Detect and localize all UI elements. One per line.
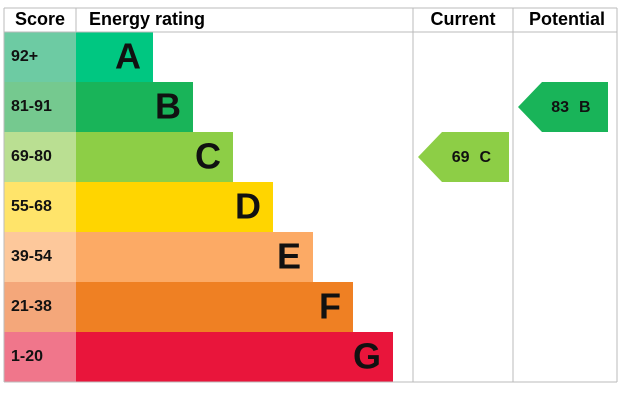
rating-bar <box>76 232 313 282</box>
score-label: 39-54 <box>11 248 52 265</box>
potential-header: Potential <box>529 9 605 29</box>
current-arrow <box>418 132 509 182</box>
rating-letter: F <box>319 286 341 327</box>
potential-letter: B <box>579 99 591 116</box>
score-cell <box>4 182 76 232</box>
rating-letter: E <box>277 236 301 277</box>
score-cell <box>4 282 76 332</box>
rating-bar <box>76 182 273 232</box>
score-cell <box>4 82 76 132</box>
rating-bar <box>76 32 153 82</box>
potential-value: 83 <box>551 99 569 116</box>
rating-letter: C <box>195 136 221 177</box>
rating-letter: B <box>155 86 181 127</box>
score-cell <box>4 332 76 382</box>
score-label: 92+ <box>11 48 38 65</box>
score-label: 21-38 <box>11 298 52 315</box>
current-value: 69 <box>452 149 470 166</box>
score-label: 55-68 <box>11 198 52 215</box>
rating-bar <box>76 132 233 182</box>
score-cell <box>4 132 76 182</box>
current-letter: C <box>480 149 492 166</box>
rating-bar <box>76 332 393 382</box>
score-cell <box>4 32 76 82</box>
rating-letter: A <box>115 36 141 77</box>
rating-bar <box>76 282 353 332</box>
rating-header: Energy rating <box>89 9 205 29</box>
rating-letter: G <box>353 336 381 377</box>
score-cell <box>4 232 76 282</box>
score-header: Score <box>15 9 65 29</box>
potential-arrow <box>518 82 608 132</box>
current-header: Current <box>430 9 495 29</box>
score-label: 69-80 <box>11 148 52 165</box>
score-label: 81-91 <box>11 98 52 115</box>
rating-letter: D <box>235 186 261 227</box>
score-label: 1-20 <box>11 348 43 365</box>
rating-bar <box>76 82 193 132</box>
